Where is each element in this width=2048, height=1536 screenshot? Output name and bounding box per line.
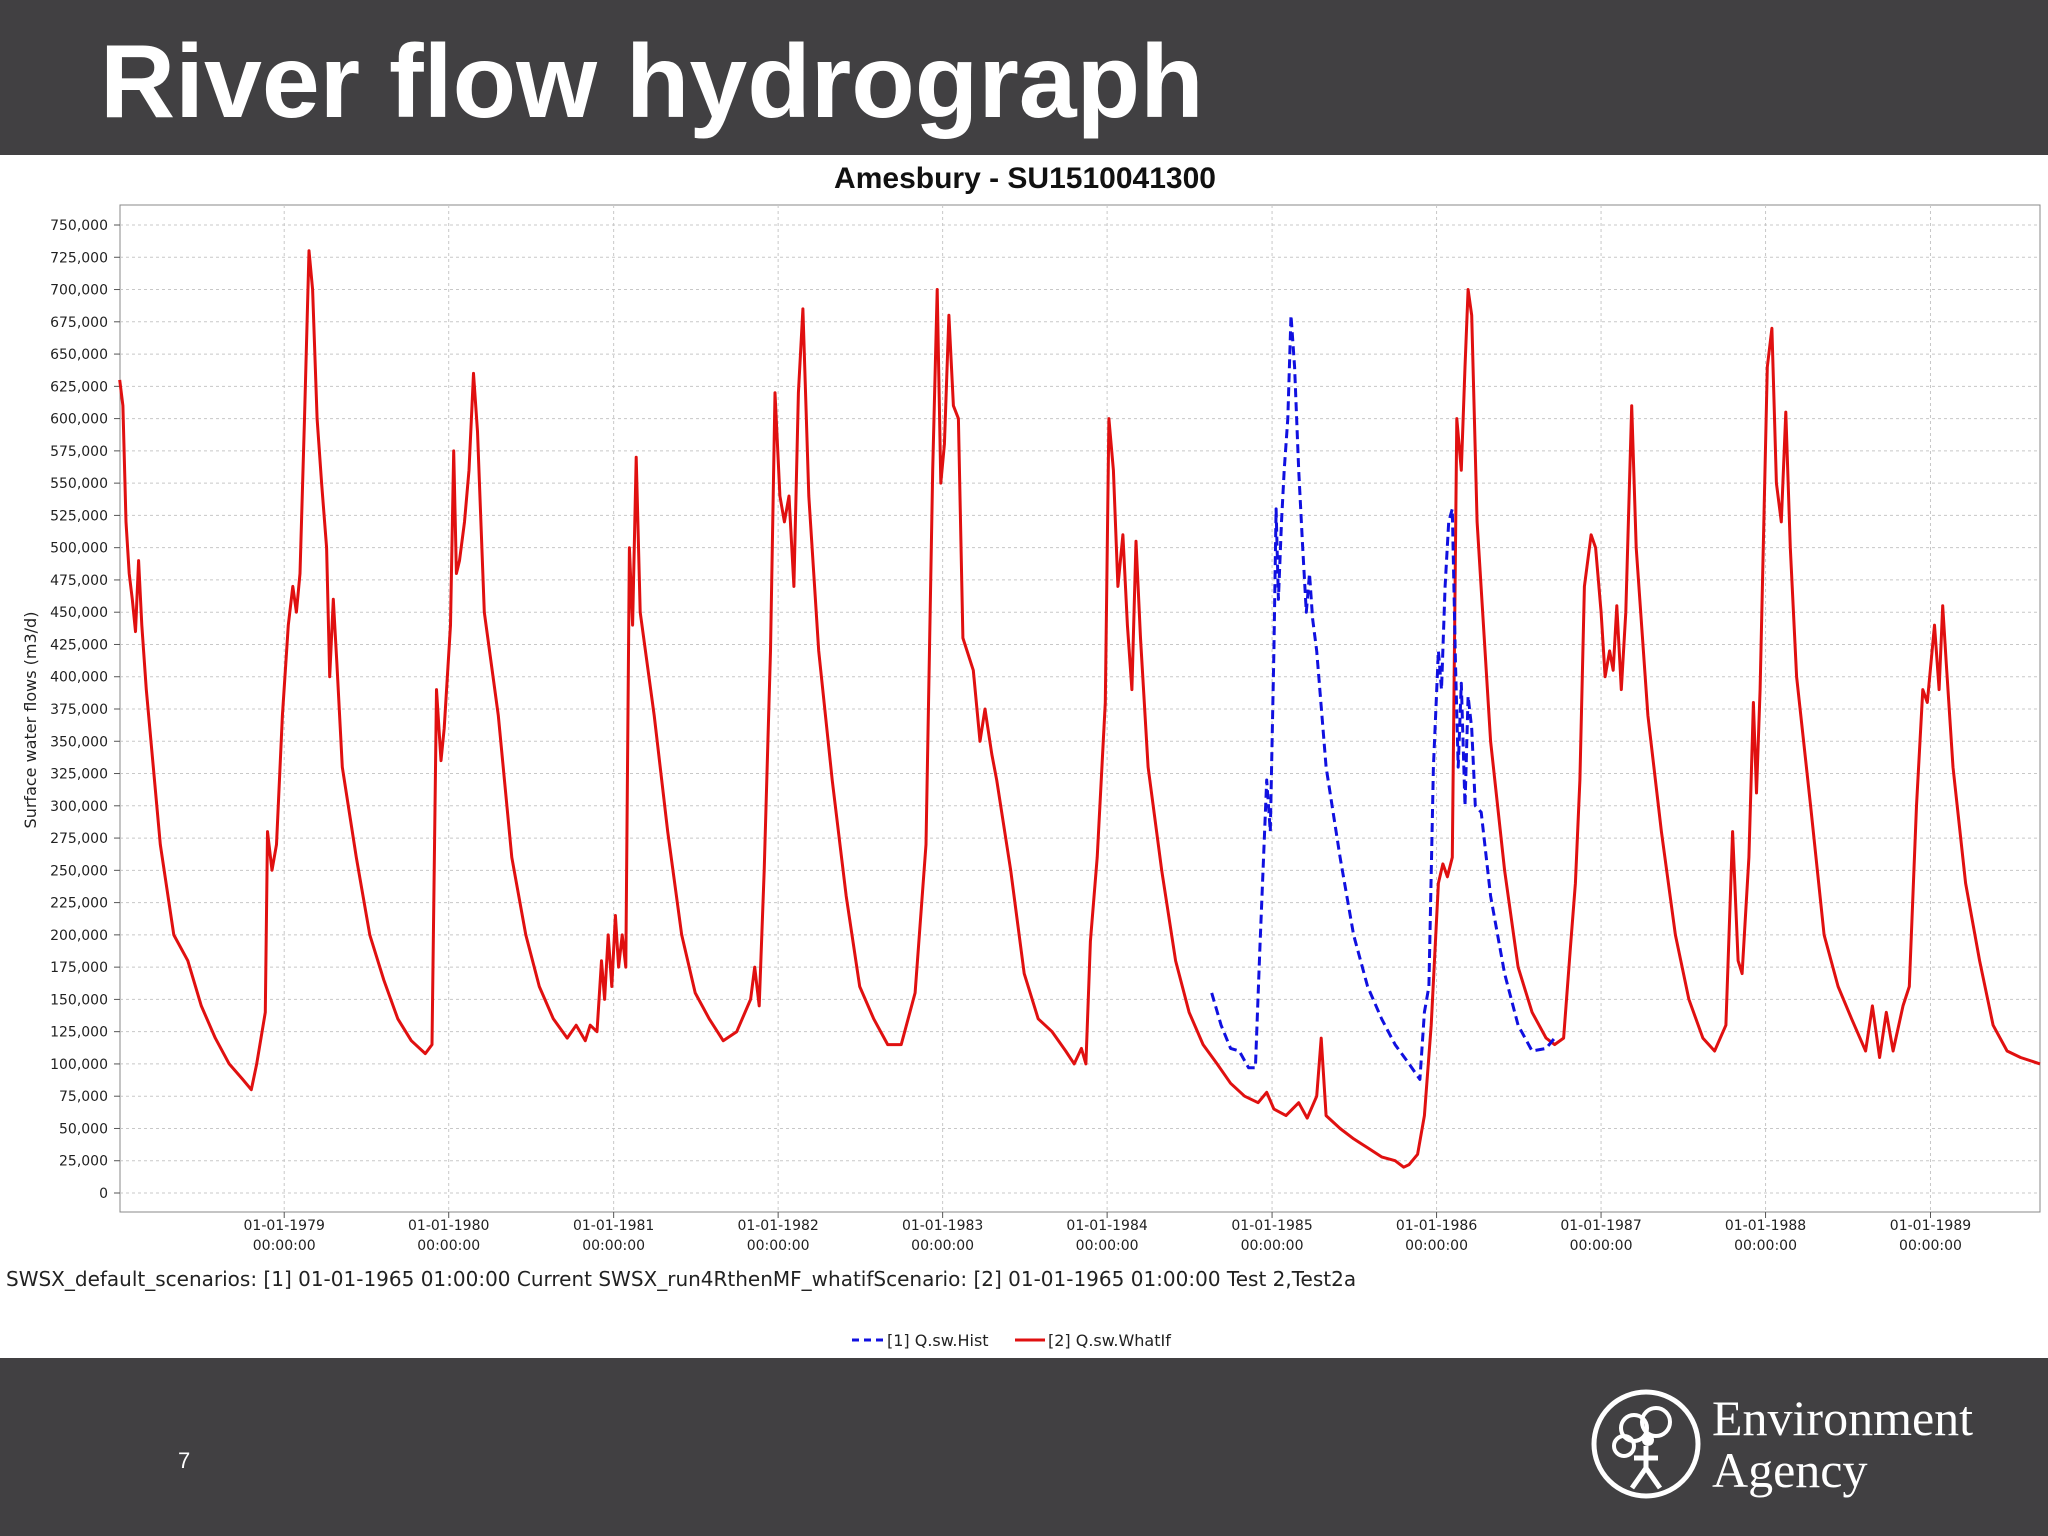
y-axis-ticks: 0 25,000 50,000 75,000 100,000 125,000 150,000… (50, 218, 120, 1202)
y-tick-label: 525,000 (50, 508, 108, 524)
x-axis-ticks: 01-01-1979 00:00:00 01-01-1980 00:00:00 01-0… (244, 1212, 1971, 1254)
y-tick-label: 250,000 (50, 863, 108, 879)
page-number: 7 (178, 1448, 191, 1473)
legend-hist-label: [1] Q.sw.Hist (887, 1331, 989, 1350)
x-tick-time: 00:00:00 (911, 1238, 974, 1254)
y-tick-label: 75,000 (59, 1089, 108, 1105)
x-tick-time: 00:00:00 (417, 1238, 480, 1254)
x-tick-time: 00:00:00 (1570, 1238, 1633, 1254)
y-tick-label: 175,000 (50, 960, 108, 976)
y-tick-label: 450,000 (50, 605, 108, 621)
series-hist-line (1210, 313, 1556, 1081)
series-whatif-line (118, 249, 2041, 1169)
y-tick-label: 300,000 (50, 799, 108, 815)
x-tick-time: 00:00:00 (747, 1238, 810, 1254)
y-axis-label: Surface water flows (m3/d) (21, 612, 40, 829)
y-tick-label: 700,000 (50, 283, 108, 299)
y-tick-label: 400,000 (50, 670, 108, 686)
slide-title: River flow hydrograph (100, 24, 1204, 140)
y-tick-label: 50,000 (59, 1121, 108, 1137)
series-layer (118, 249, 2041, 1169)
x-tick-time: 00:00:00 (1734, 1238, 1797, 1254)
y-tick-label: 475,000 (50, 573, 108, 589)
logo-line-1: Environment (1712, 1390, 1974, 1446)
y-tick-label: 625,000 (50, 379, 108, 395)
y-tick-label: 200,000 (50, 928, 108, 944)
y-tick-label: 550,000 (50, 476, 108, 492)
hydrograph-chart: Amesbury - SU1510041300 0 25,000 50,000 75,… (6, 162, 2041, 1350)
y-tick-label: 725,000 (50, 250, 108, 266)
x-tick-time: 00:00:00 (1076, 1238, 1139, 1254)
y-tick-label: 125,000 (50, 1025, 108, 1041)
x-tick-date: 01-01-1989 (1890, 1218, 1971, 1234)
y-tick-label: 225,000 (50, 896, 108, 912)
x-tick-date: 01-01-1984 (1066, 1218, 1147, 1234)
footer-band (0, 1358, 2048, 1536)
y-tick-label: 675,000 (50, 315, 108, 331)
legend: [1] Q.sw.Hist [2] Q.sw.WhatIf (852, 1331, 1171, 1350)
x-tick-date: 01-01-1980 (408, 1218, 489, 1234)
chart-title: Amesbury - SU1510041300 (834, 162, 1216, 195)
y-tick-label: 650,000 (50, 347, 108, 363)
x-tick-date: 01-01-1982 (737, 1218, 818, 1234)
oak-tree-icon (1591, 1389, 1701, 1499)
x-tick-date: 01-01-1979 (244, 1218, 325, 1234)
y-tick-label: 325,000 (50, 767, 108, 783)
y-tick-label: 500,000 (50, 541, 108, 557)
y-tick-label: 375,000 (50, 702, 108, 718)
x-tick-time: 00:00:00 (253, 1238, 316, 1254)
x-tick-date: 01-01-1987 (1560, 1218, 1641, 1234)
y-tick-label: 750,000 (50, 218, 108, 234)
title-band: River flow hydrograph (0, 0, 2048, 155)
logo-line-2: Agency (1712, 1442, 1868, 1498)
y-tick-label: 25,000 (59, 1154, 108, 1170)
y-tick-label: 600,000 (50, 412, 108, 428)
x-tick-time: 00:00:00 (1899, 1238, 1962, 1254)
y-tick-label: 100,000 (50, 1057, 108, 1073)
legend-whatif-label: [2] Q.sw.WhatIf (1048, 1331, 1171, 1350)
x-tick-time: 00:00:00 (1241, 1238, 1304, 1254)
y-tick-label: 275,000 (50, 831, 108, 847)
y-tick-label: 575,000 (50, 444, 108, 460)
scenario-caption: SWSX_default_scenarios: [1] 01-01-1965 0… (6, 1267, 1356, 1291)
x-tick-date: 01-01-1985 (1231, 1218, 1312, 1234)
y-tick-label: 150,000 (50, 992, 108, 1008)
y-tick-label: 350,000 (50, 734, 108, 750)
environment-agency-logo: Environment Agency (1590, 1388, 2010, 1503)
x-tick-date: 01-01-1986 (1396, 1218, 1477, 1234)
y-tick-label: 0 (99, 1186, 108, 1202)
x-tick-time: 00:00:00 (1405, 1238, 1468, 1254)
x-tick-date: 01-01-1988 (1725, 1218, 1806, 1234)
x-tick-date: 01-01-1983 (902, 1218, 983, 1234)
x-tick-date: 01-01-1981 (573, 1218, 654, 1234)
y-tick-label: 425,000 (50, 637, 108, 653)
x-tick-time: 00:00:00 (582, 1238, 645, 1254)
